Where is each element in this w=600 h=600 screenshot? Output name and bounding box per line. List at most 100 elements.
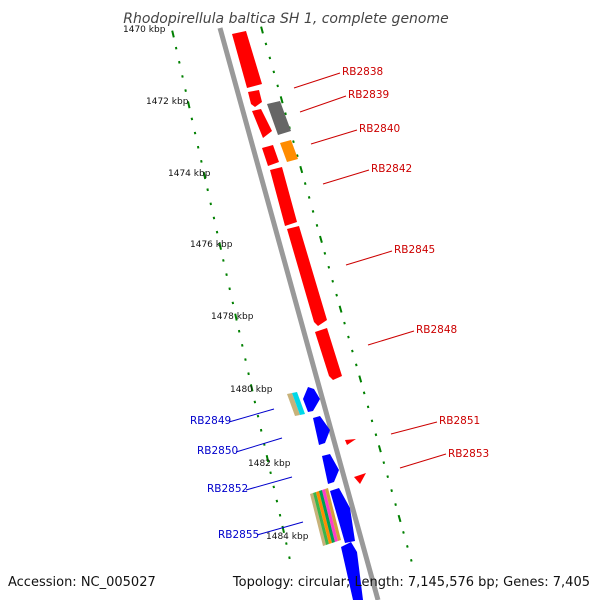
accession-text: Accession: NC_005027 (8, 575, 156, 590)
scale-tick (200, 159, 203, 163)
gene-orange[interactable] (280, 140, 298, 162)
scale-label-1478: 1478 kbp (211, 312, 254, 322)
scale-tick (231, 301, 235, 305)
gene-rb2840[interactable] (252, 109, 272, 138)
scale-tick (362, 391, 366, 395)
scale-tick (222, 259, 225, 262)
scale-tick (225, 273, 228, 277)
gene-label-rb2850[interactable]: RB2850 (197, 445, 238, 457)
gene-label-rb2839[interactable]: RB2839 (348, 89, 389, 101)
gene-rb2851-marker[interactable] (345, 439, 356, 445)
scale-label-1480: 1480 kbp (230, 385, 273, 395)
scale-tick (285, 542, 288, 545)
scale-tick (276, 84, 279, 88)
gene-cyan[interactable] (292, 392, 305, 415)
scale-tick (265, 454, 270, 463)
scale-tick (323, 251, 327, 255)
scale-tick (272, 485, 275, 489)
scale-tick (253, 400, 257, 404)
scale-tick (355, 363, 358, 367)
scale-tick (234, 313, 238, 321)
scale-tick (288, 556, 291, 560)
scale-tick (397, 514, 402, 523)
scale-tick (260, 26, 264, 34)
gene-label-rb2840[interactable]: RB2840 (359, 123, 400, 135)
scale-tick (249, 384, 254, 392)
scale-tick (386, 475, 389, 479)
scale-tick (382, 461, 386, 465)
gene-grey[interactable] (267, 101, 291, 135)
label-leader-lines (228, 72, 447, 536)
gene-rb2852[interactable] (322, 454, 339, 484)
scale-tick (374, 433, 378, 437)
scale-tick (206, 188, 209, 192)
gene-rb2845[interactable] (287, 226, 327, 326)
gene-rb2842[interactable] (270, 167, 297, 226)
gene-label-rb2849[interactable]: RB2849 (190, 415, 231, 427)
gene-rb2853-marker[interactable] (354, 473, 366, 484)
scale-tick (202, 171, 207, 180)
gene-rb2850[interactable] (313, 416, 330, 445)
gene-rb2838[interactable] (232, 31, 262, 88)
scale-tick (278, 513, 282, 517)
gene-label-rb2842[interactable]: RB2842 (371, 163, 412, 175)
scale-tick (193, 131, 197, 135)
gene-label-rb2852[interactable]: RB2852 (207, 483, 248, 495)
scale-tick (331, 279, 334, 283)
scale-tick (402, 531, 405, 534)
gene-label-rb2838[interactable]: RB2838 (342, 66, 383, 78)
gene-label-rb2851[interactable]: RB2851 (439, 415, 480, 427)
gene-label-rb2845[interactable]: RB2845 (394, 244, 435, 256)
scale-label-1476: 1476 kbp (190, 240, 233, 250)
scale-tick (181, 75, 184, 78)
scale-tick (311, 210, 315, 213)
gene-cluster-multicolor[interactable] (310, 488, 341, 546)
scale-tick (171, 30, 175, 38)
scale-label-1484: 1484 kbp (266, 532, 309, 542)
scale-label-1472: 1472 kbp (146, 97, 189, 107)
gene-red-small[interactable] (262, 145, 279, 166)
scale-label-1482: 1482 kbp (248, 459, 291, 469)
scale-tick (296, 154, 299, 158)
scale-tick (351, 349, 354, 353)
scale-tick (394, 503, 397, 506)
scale-tick (338, 305, 343, 313)
scale-tick (370, 419, 374, 423)
scale-tick (269, 471, 272, 475)
gene-label-rb2853[interactable]: RB2853 (448, 448, 489, 460)
scale-tick (264, 42, 268, 46)
gene-rb2855-blue[interactable] (330, 488, 355, 543)
scale-tick (303, 182, 307, 185)
scale-tick (366, 405, 370, 409)
scale-tick (292, 140, 295, 144)
scale-tick (178, 60, 181, 64)
gene-rb2848[interactable] (315, 328, 342, 380)
gene-tan[interactable] (287, 393, 300, 416)
scale-tick (184, 89, 187, 93)
scale-tick (209, 202, 212, 206)
scale-tick (279, 96, 284, 104)
scale-tick (237, 329, 241, 333)
scale-tick (174, 46, 178, 50)
forward-strand-genes (232, 31, 366, 484)
scale-tick (275, 499, 279, 503)
scale-tick (390, 489, 393, 493)
gene-label-rb2848[interactable]: RB2848 (416, 324, 457, 336)
scale-tick (406, 545, 409, 548)
gene-rb2839[interactable] (248, 90, 262, 107)
gene-label-rb2855[interactable]: RB2855 (218, 529, 259, 541)
scale-tick (256, 414, 260, 418)
gene-rb2849-blue[interactable] (303, 387, 320, 412)
gene-blue-bottom[interactable] (341, 542, 363, 600)
genome-backbone (217, 27, 381, 600)
scale-tick (259, 428, 263, 432)
scale-tick (196, 145, 200, 149)
scale-tick (335, 293, 338, 297)
scale-tick (343, 321, 346, 325)
scale-tick (272, 70, 276, 74)
scale-tick (218, 242, 222, 250)
scale-tick (319, 235, 323, 243)
scale-label-1474: 1474 kbp (168, 169, 211, 179)
